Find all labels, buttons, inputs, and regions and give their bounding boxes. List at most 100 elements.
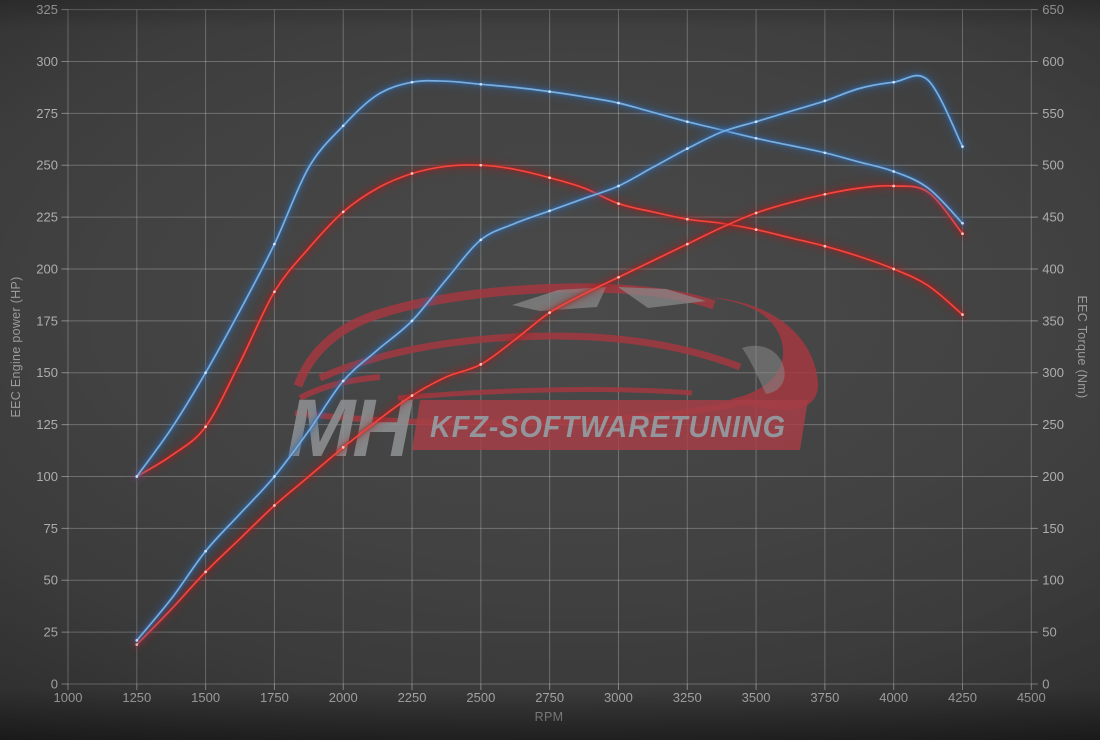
data-point-marker xyxy=(892,267,896,271)
x-tick-label: 4250 xyxy=(948,690,977,705)
y-left-tick-label: 0 xyxy=(51,677,58,692)
data-point-marker xyxy=(617,101,620,105)
y-right-tick-label: 500 xyxy=(1042,158,1064,173)
data-point-marker xyxy=(479,238,483,242)
x-tick-label: 1000 xyxy=(54,690,83,705)
watermark-brand-text: KFZ-SOFTWARETUNING xyxy=(430,409,786,444)
y-right-tick-label: 250 xyxy=(1042,417,1064,432)
grid: 1000 1250 1500 1750 2000 2250 2500 2750 3000 3250… xyxy=(36,2,1064,705)
y-left-tick-label: 300 xyxy=(36,54,58,69)
data-point-marker xyxy=(204,371,207,375)
y-left-tick-label: 150 xyxy=(36,365,58,380)
data-point-marker xyxy=(548,209,551,213)
power-tuned-blue-curve xyxy=(131,70,968,646)
y-right-tick-label: 450 xyxy=(1042,210,1064,225)
y-right-tick-label: 50 xyxy=(1042,625,1056,640)
x-axis-title: RPM xyxy=(535,710,564,724)
y-right-tick-label: 350 xyxy=(1042,313,1064,328)
power-stock-red-curve xyxy=(131,180,968,651)
y-left-tick-label: 175 xyxy=(36,313,58,328)
y-left-tick-label: 200 xyxy=(36,261,58,276)
data-point-marker xyxy=(410,172,414,175)
watermark-car-side-window xyxy=(618,287,706,308)
torque-stock-red-curve xyxy=(131,159,968,482)
data-point-marker xyxy=(754,136,758,140)
data-point-marker xyxy=(823,151,827,155)
x-tick-label: 1500 xyxy=(191,690,220,705)
y-right-tick-label: 100 xyxy=(1042,573,1064,588)
x-tick-label: 3250 xyxy=(673,690,702,705)
x-tick-label: 3000 xyxy=(604,690,633,705)
data-point-marker xyxy=(341,124,345,128)
data-point-marker xyxy=(823,192,827,196)
data-point-marker xyxy=(961,232,964,236)
watermark-car-arch-inset xyxy=(742,345,785,394)
y-left-tick-label: 50 xyxy=(44,573,58,588)
data-point-marker xyxy=(754,211,758,215)
data-point-marker xyxy=(273,475,276,478)
data-point-marker xyxy=(823,99,827,103)
data-point-marker xyxy=(754,120,758,124)
data-point-marker xyxy=(204,425,207,429)
data-point-marker xyxy=(685,120,689,124)
x-tick-label: 2500 xyxy=(466,690,495,705)
data-point-marker xyxy=(479,363,483,366)
data-point-marker xyxy=(961,221,964,225)
data-point-marker xyxy=(892,80,896,84)
data-point-marker xyxy=(548,176,551,180)
y-left-axis-title: EEC Engine power (HP) xyxy=(9,276,23,417)
y-right-axis-title: EEC Torque (Nm) xyxy=(1075,296,1089,399)
data-point-marker xyxy=(617,184,620,188)
x-tick-label: 4000 xyxy=(879,690,908,705)
x-tick-label: 2750 xyxy=(535,690,564,705)
data-point-marker xyxy=(135,639,139,642)
x-tick-label: 2000 xyxy=(329,690,358,705)
x-tick-label: 3500 xyxy=(742,690,771,705)
y-right-tick-label: 300 xyxy=(1042,365,1064,380)
x-tick-label: 2250 xyxy=(398,690,427,705)
x-tick-label: 3750 xyxy=(810,690,839,705)
data-point-marker xyxy=(479,82,483,86)
y-right-tick-label: 650 xyxy=(1042,2,1064,17)
data-point-marker xyxy=(273,242,276,246)
data-point-marker xyxy=(204,549,207,553)
data-point-marker xyxy=(341,210,345,214)
data-point-marker xyxy=(204,570,207,574)
data-point-marker xyxy=(410,80,414,84)
y-left-tick-label: 25 xyxy=(44,625,58,640)
y-right-tick-label: 600 xyxy=(1042,54,1064,69)
data-point-marker xyxy=(823,244,827,248)
data-point-marker xyxy=(685,147,689,150)
y-right-tick-label: 200 xyxy=(1042,469,1064,484)
data-point-marker xyxy=(617,275,620,279)
watermark-banner xyxy=(412,400,808,450)
data-point-marker xyxy=(410,394,414,397)
data-point-marker xyxy=(892,170,896,173)
data-point-marker xyxy=(961,145,964,148)
data-point-marker xyxy=(548,311,551,314)
torque-tuned-blue-curve xyxy=(131,75,968,482)
watermark-car-rear-arch xyxy=(702,297,819,410)
y-left-tick-label: 75 xyxy=(44,521,58,536)
y-left-tick-label: 275 xyxy=(36,106,58,121)
data-point-marker xyxy=(341,446,345,449)
x-tick-label: 1250 xyxy=(122,690,151,705)
curves xyxy=(131,70,968,651)
y-left-tick-label: 325 xyxy=(36,2,58,17)
y-right-tick-label: 150 xyxy=(1042,521,1064,536)
data-point-marker xyxy=(548,90,551,93)
data-point-marker xyxy=(685,242,689,246)
data-point-marker xyxy=(341,379,345,383)
data-point-marker xyxy=(892,184,896,188)
x-tick-label: 4500 xyxy=(1017,690,1046,705)
data-point-marker xyxy=(754,228,758,231)
data-point-marker xyxy=(273,290,276,294)
y-left-tick-label: 125 xyxy=(36,417,58,432)
y-right-tick-label: 550 xyxy=(1042,106,1064,121)
y-right-tick-label: 400 xyxy=(1042,261,1064,276)
data-point-marker xyxy=(961,313,964,316)
y-left-tick-label: 225 xyxy=(36,210,58,225)
y-left-tick-label: 100 xyxy=(36,469,58,484)
